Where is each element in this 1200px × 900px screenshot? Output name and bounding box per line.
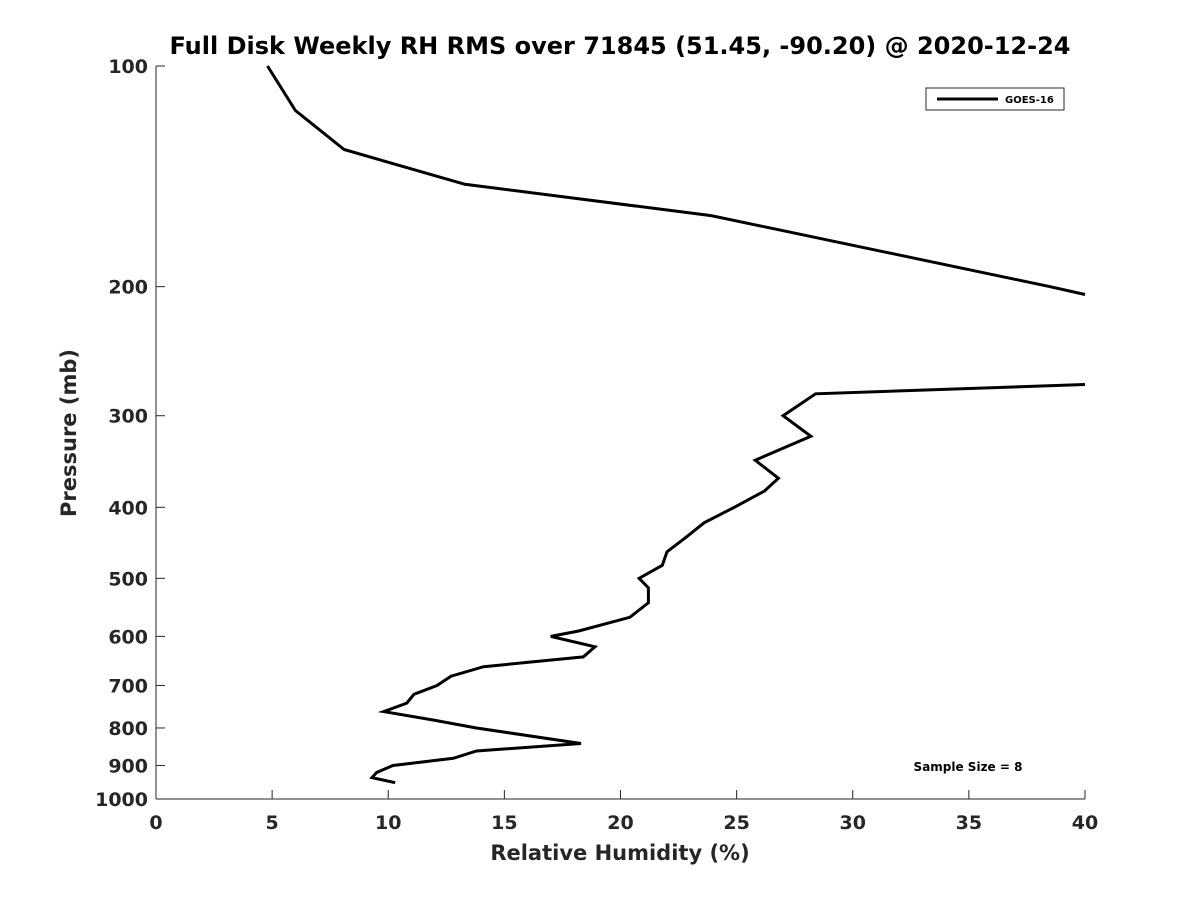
plot-area bbox=[155, 66, 1085, 800]
series-layer bbox=[266, 65, 1086, 785]
x-tick-label: 40 bbox=[1072, 812, 1098, 834]
x-tick-label: 35 bbox=[956, 812, 982, 834]
x-tick-label: 10 bbox=[375, 812, 401, 834]
y-tick-label: 200 bbox=[108, 277, 148, 299]
y-tick-label: 800 bbox=[108, 718, 148, 740]
x-axis-label: Relative Humidity (%) bbox=[490, 841, 749, 865]
sample-size-annotation: Sample Size = 8 bbox=[914, 760, 1023, 774]
x-tick-label: 0 bbox=[149, 812, 162, 834]
x-tick-label: 5 bbox=[266, 812, 279, 834]
y-tick-label: 1000 bbox=[95, 789, 148, 811]
series-line-goes-16-segment-2 bbox=[369, 383, 1086, 785]
x-axis: 0 5 10 15 20 25 30 35 40 bbox=[149, 790, 1098, 834]
x-tick-label: 20 bbox=[607, 812, 633, 834]
y-tick-label: 700 bbox=[108, 675, 148, 697]
y-tick-label: 600 bbox=[108, 626, 148, 648]
chart-title: Full Disk Weekly RH RMS over 71845 (51.4… bbox=[169, 32, 1070, 60]
y-axis: 100 200 300 400 500 600 700 800 900 1000 bbox=[95, 56, 165, 811]
y-tick-label: 100 bbox=[108, 56, 148, 78]
x-tick-label: 15 bbox=[491, 812, 517, 834]
y-tick-label: 300 bbox=[108, 406, 148, 428]
legend: GOES-16 bbox=[925, 87, 1065, 111]
y-tick-label: 900 bbox=[108, 755, 148, 777]
y-tick-label: 500 bbox=[108, 568, 148, 590]
legend-label: GOES-16 bbox=[1005, 95, 1054, 106]
y-tick-label: 400 bbox=[108, 497, 148, 519]
series-line-goes-16-segment-1 bbox=[266, 65, 1086, 296]
y-axis-label: Pressure (mb) bbox=[57, 349, 81, 517]
x-tick-label: 25 bbox=[723, 812, 749, 834]
x-tick-label: 30 bbox=[840, 812, 866, 834]
